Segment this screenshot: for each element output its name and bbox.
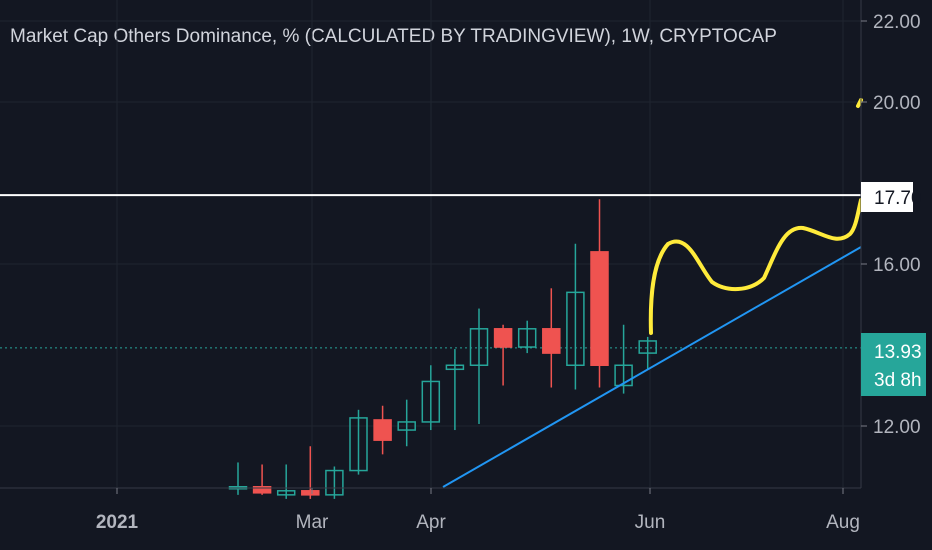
price-tick-label: 12.00 — [873, 417, 921, 438]
candle-body — [566, 291, 585, 367]
price-tick-label: 22.00 — [873, 12, 921, 33]
price-tick-label: 20.00 — [873, 93, 921, 114]
level-label-box — [861, 182, 913, 212]
candle-body — [397, 421, 416, 431]
candle-body — [373, 419, 392, 441]
time-tick-label: Aug — [826, 512, 860, 533]
last-price-label-box — [861, 333, 926, 396]
time-axis: 2021 Mar Apr Jun Aug — [96, 488, 860, 533]
bar-countdown-label: 3d 8h — [874, 370, 922, 391]
candles-group — [228, 199, 657, 499]
candle-body — [301, 490, 320, 496]
time-tick-label: Jun — [635, 512, 666, 533]
last-price-label: 13.93 — [874, 342, 922, 363]
candle-body — [614, 364, 633, 387]
candle-body — [542, 328, 561, 354]
candle-body — [445, 364, 465, 371]
candle-body — [590, 251, 609, 367]
candle-body — [493, 328, 513, 348]
candle-body — [349, 417, 368, 472]
level-label: 17.70 — [874, 188, 922, 209]
candle-body — [517, 328, 537, 348]
time-tick-label: Mar — [296, 512, 329, 533]
candle-body — [421, 380, 441, 423]
vertical-grid-lines — [116, 0, 844, 488]
chart-title: Market Cap Others Dominance, % (CALCULAT… — [10, 26, 777, 47]
candle-body — [276, 490, 296, 496]
candle-body — [638, 340, 657, 354]
price-axis: 22.00 20.00 16.00 12.00 — [861, 12, 921, 438]
candle-body — [325, 469, 344, 496]
price-tick-label: 16.00 — [873, 255, 921, 276]
trendline — [442, 246, 862, 488]
time-tick-label: Apr — [416, 512, 446, 533]
candle-body — [252, 486, 272, 494]
freehand-drawing — [648, 198, 863, 335]
time-tick-label: 2021 — [96, 512, 139, 533]
candle-body — [469, 328, 489, 366]
